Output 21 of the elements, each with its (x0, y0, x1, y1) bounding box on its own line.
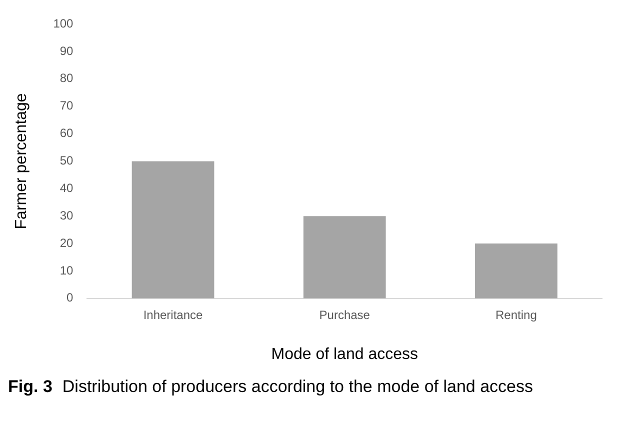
y-tick-label: 70 (60, 98, 74, 113)
text: Distribution of producers according to the mode of land access (62, 377, 533, 396)
x-tick-label: Purchase (319, 308, 370, 322)
y-tick-label: 80 (60, 71, 74, 86)
y-tick-label: 50 (60, 154, 74, 168)
y-tick-label: 30 (60, 208, 74, 222)
x-axis-title: Mode of land access (271, 346, 418, 363)
y-tick-label: 90 (60, 44, 74, 58)
y-tick-label: 0 (66, 290, 74, 305)
bar (132, 161, 214, 298)
bar (475, 244, 558, 298)
bar (303, 216, 386, 298)
x-tick-label: Inheritance (143, 308, 204, 322)
x-tick-label: Renting (496, 308, 537, 322)
y-tick-label: 10 (60, 263, 74, 278)
y-tick-label: 20 (60, 236, 74, 250)
y-tick-label: 100 (53, 16, 74, 30)
caption: Fig. 3 (8, 377, 52, 396)
y-axis-title: Farmer percentage (13, 93, 30, 230)
y-tick-label: 60 (60, 126, 74, 140)
y-tick-label: 40 (60, 180, 74, 195)
